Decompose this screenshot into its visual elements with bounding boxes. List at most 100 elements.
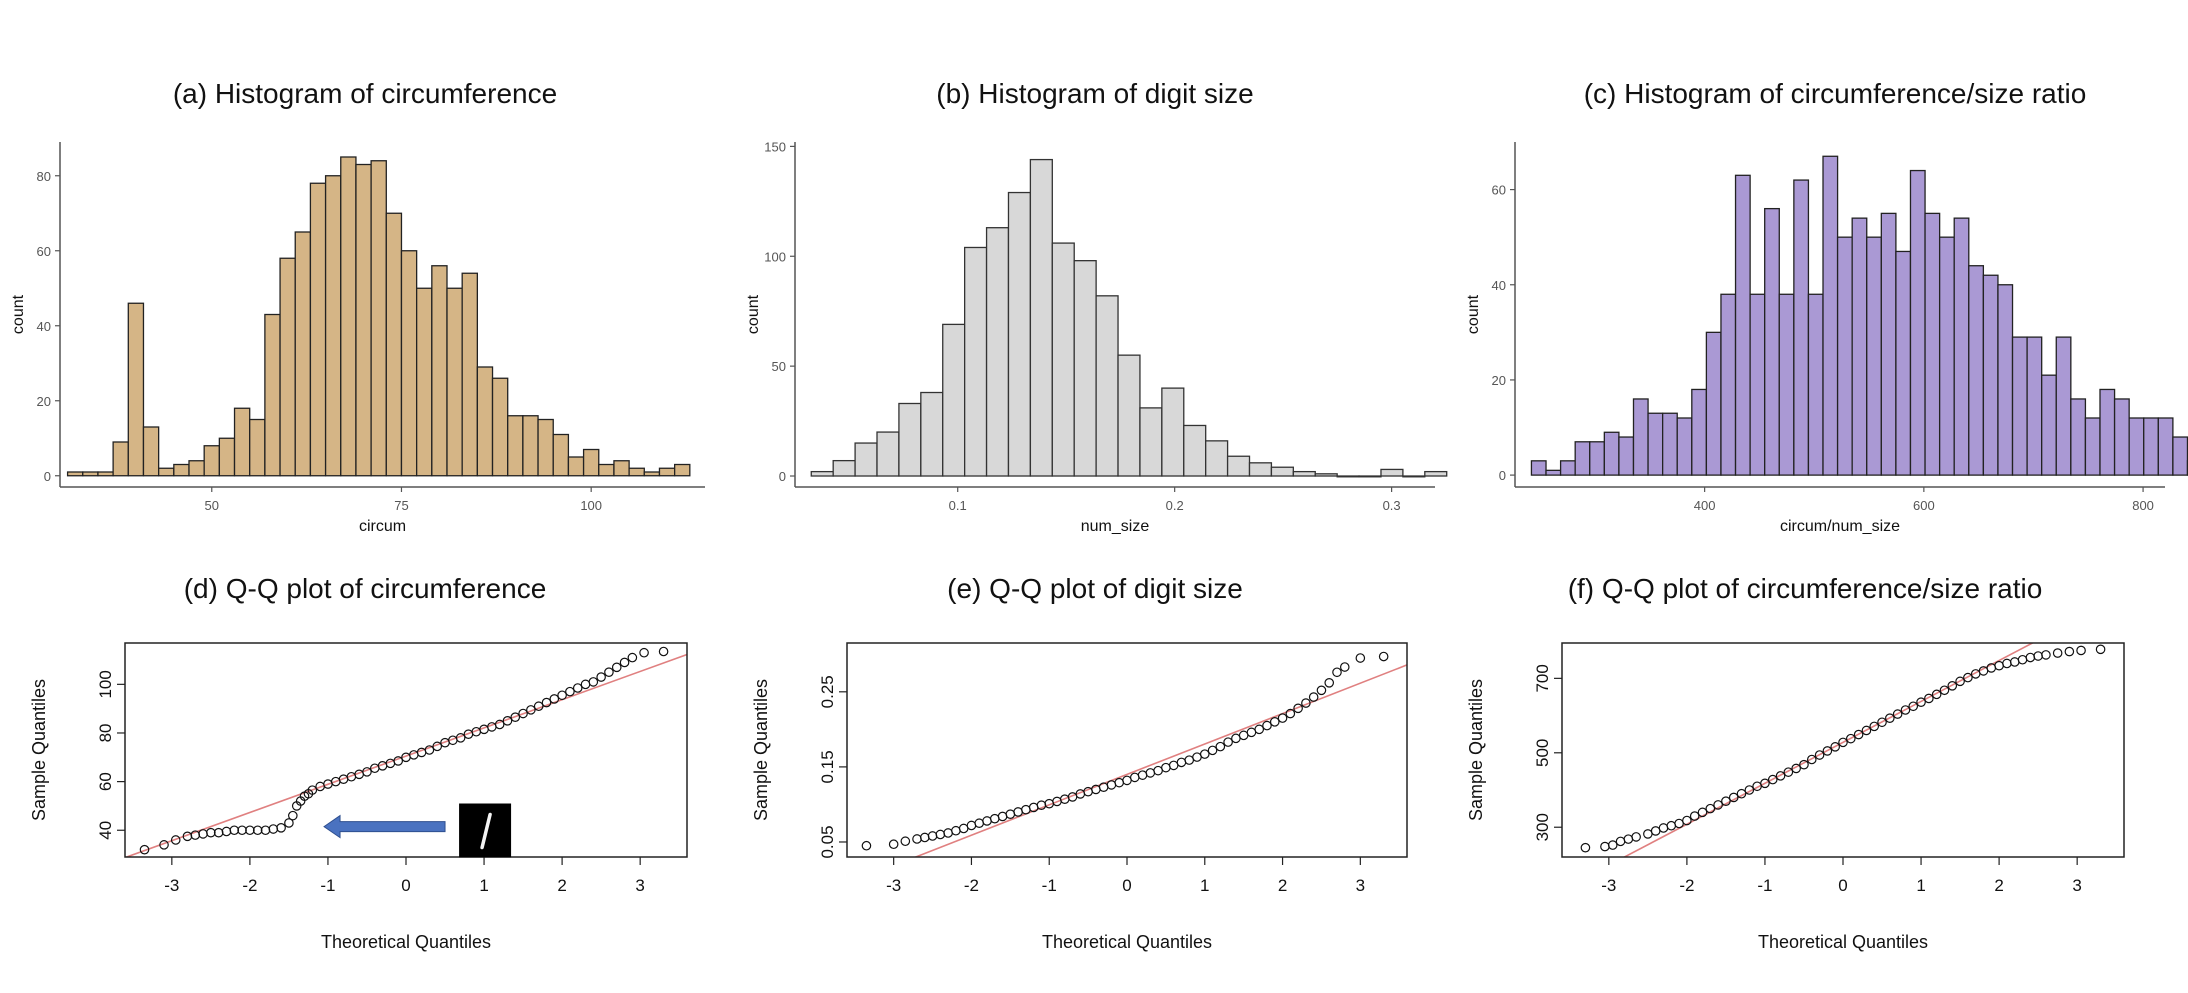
qq-point: [1223, 737, 1233, 747]
histogram-bar: [2128, 417, 2145, 476]
qq-point: [1728, 792, 1739, 803]
histogram-bar: [628, 467, 645, 477]
qq-point: [1254, 724, 1265, 735]
y-tick-label: 100: [764, 249, 786, 264]
histogram-bar: [1603, 431, 1620, 476]
histogram-bar: [1574, 441, 1591, 476]
qq-point: [526, 705, 536, 715]
panel-title-e: (e) Q-Q plot of digit size: [947, 573, 1243, 604]
y-tick-label: 80: [37, 169, 51, 184]
histogram-bar: [964, 246, 988, 477]
histogram-bar: [355, 163, 372, 477]
histogram-bar: [491, 377, 509, 477]
qq-point: [455, 733, 466, 743]
histogram-bar: [1982, 274, 1999, 476]
qq-point: [1269, 717, 1280, 727]
qq-point: [958, 823, 969, 834]
qq-point: [393, 756, 403, 766]
y-tick-label: 0.25: [818, 675, 837, 708]
histogram-bar: [446, 287, 463, 477]
qq-point: [1721, 796, 1731, 806]
qq-point: [989, 813, 1000, 824]
x-tick-label: -2: [1679, 876, 1694, 895]
qq-point: [1114, 777, 1125, 788]
qq-point: [1736, 788, 1747, 799]
x-tick-label: 0: [1838, 876, 1847, 895]
y-tick-label: 0: [44, 469, 51, 484]
histogram-bar: [1647, 412, 1664, 476]
qq-point: [1301, 698, 1311, 708]
qq-point: [1791, 763, 1801, 774]
histogram-bar: [1183, 424, 1207, 477]
qq-point: [416, 747, 427, 758]
qq-point: [2025, 652, 2036, 663]
y-tick-label: 40: [96, 821, 115, 840]
histogram-bar: [1270, 466, 1294, 477]
x-axis-label: Theoretical Quantiles: [321, 932, 491, 952]
histogram-bar: [522, 415, 539, 477]
qq-point: [1814, 750, 1825, 760]
qq-point: [1153, 765, 1163, 776]
x-tick-label: 600: [1913, 498, 1935, 513]
histogram-b: 0 50 100 150 0.1 0.2 0.3 num_size count: [745, 139, 1448, 535]
histogram-bar: [142, 426, 160, 477]
panel-title-d: (d) Q-Q plot of circumference: [183, 573, 547, 604]
qq-point: [1580, 842, 1591, 853]
histogram-bar: [658, 467, 676, 477]
histogram-bar: [1248, 462, 1273, 477]
qq-point: [229, 825, 240, 836]
qq-point: [1308, 692, 1319, 702]
x-tick-label: 3: [635, 876, 644, 895]
qq-point: [1176, 757, 1187, 768]
qq-point: [974, 818, 985, 829]
histogram-bar: [1226, 455, 1251, 477]
x-tick-label: 0.2: [1166, 498, 1184, 513]
qq-point: [611, 662, 622, 673]
x-tick-label: 0: [1122, 876, 1131, 895]
qq-point: [951, 825, 961, 836]
panel-title-a: (a) Histogram of circumference: [172, 78, 558, 109]
qq-point: [1005, 809, 1016, 819]
qq-point: [1767, 774, 1778, 785]
qq-point: [1775, 771, 1786, 781]
qq-point: [1277, 713, 1288, 723]
qq-point: [1892, 709, 1903, 719]
histogram-bar: [66, 471, 84, 477]
histogram-bar: [1358, 475, 1382, 478]
qq-point: [362, 767, 372, 777]
histogram-bar: [1705, 331, 1722, 476]
histogram-bar: [294, 231, 312, 477]
qq-point: [1215, 741, 1226, 752]
qq-point: [1853, 729, 1864, 740]
histogram-bar: [1807, 293, 1824, 476]
histogram-bar: [2172, 436, 2188, 476]
histogram-bar: [1851, 217, 1868, 476]
histogram-bar: [507, 415, 524, 477]
annotation-group: [323, 803, 512, 858]
histogram-bar: [1968, 265, 1985, 476]
histogram-bar: [643, 471, 661, 477]
histogram-bar: [1205, 440, 1229, 477]
y-tick-label: 100: [96, 670, 115, 698]
x-tick-label: 100: [580, 498, 602, 513]
qq-point: [1021, 804, 1031, 815]
qq-point: [1861, 725, 1872, 736]
qq-point: [1643, 829, 1653, 839]
x-tick-label: 3: [2072, 876, 2081, 895]
y-tick-label: 80: [96, 724, 115, 743]
x-tick-label: -3: [1601, 876, 1616, 895]
x-tick-label: 50: [205, 498, 219, 513]
qq-point: [206, 827, 216, 838]
histogram-bar: [2143, 417, 2159, 476]
histogram-bar: [1822, 155, 1839, 476]
qq-point: [639, 647, 649, 658]
histogram-bar: [1632, 398, 1649, 476]
histogram-bar: [1938, 236, 1955, 476]
qq-point: [1877, 717, 1887, 728]
qq-point: [2009, 657, 2020, 667]
qq-plot-e: -3 -2 -1 0 1 2 3 0.05 0.15 0.25 Theoretical Quanti…: [751, 642, 1408, 952]
qq-point: [502, 716, 513, 726]
histogram-bar: [1749, 293, 1766, 476]
qq-point: [1846, 733, 1856, 744]
histogram-bar: [567, 456, 585, 477]
